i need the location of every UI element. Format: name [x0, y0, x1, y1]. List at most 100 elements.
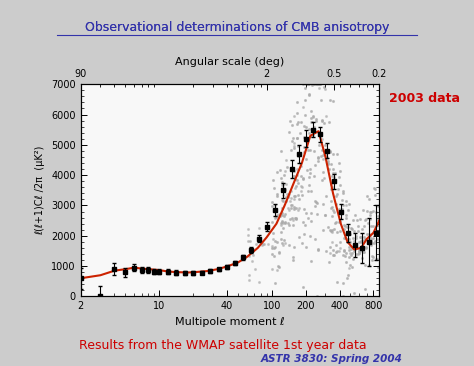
- Point: [281, 220, 289, 226]
- Point: [308, 119, 315, 125]
- Point: [245, 232, 252, 238]
- Point: [335, 206, 343, 212]
- Point: [279, 242, 287, 247]
- Point: [375, 202, 383, 208]
- Point: [305, 92, 312, 98]
- Point: [292, 205, 300, 211]
- Point: [299, 176, 306, 182]
- Point: [275, 211, 283, 217]
- Point: [306, 147, 314, 153]
- Point: [293, 99, 301, 105]
- Point: [292, 194, 299, 199]
- Point: [355, 249, 363, 254]
- Point: [286, 216, 293, 222]
- Point: [354, 228, 361, 234]
- Point: [271, 244, 278, 250]
- Point: [269, 177, 276, 183]
- Point: [328, 229, 336, 235]
- Point: [290, 196, 298, 202]
- Point: [318, 118, 326, 124]
- Point: [353, 235, 360, 240]
- Point: [311, 162, 319, 168]
- Point: [306, 166, 314, 172]
- Point: [255, 279, 263, 284]
- Y-axis label: ℓ(ℓ+1)Cℓ /2π  (μK²): ℓ(ℓ+1)Cℓ /2π (μK²): [36, 146, 46, 235]
- Point: [294, 143, 301, 149]
- Point: [374, 217, 382, 223]
- Point: [345, 244, 353, 250]
- Point: [304, 81, 311, 87]
- Point: [303, 168, 311, 173]
- Point: [357, 239, 365, 244]
- Point: [358, 255, 366, 261]
- Point: [296, 160, 303, 166]
- Point: [326, 147, 334, 153]
- Point: [327, 198, 335, 204]
- Point: [269, 230, 276, 236]
- Point: [293, 135, 301, 141]
- Point: [309, 113, 316, 119]
- Point: [271, 202, 278, 208]
- Point: [346, 254, 353, 260]
- Point: [303, 138, 311, 144]
- Point: [281, 172, 288, 178]
- Point: [301, 222, 309, 228]
- Point: [322, 152, 329, 158]
- Point: [362, 244, 370, 250]
- Point: [310, 114, 317, 120]
- Point: [304, 147, 311, 153]
- Point: [300, 81, 307, 87]
- Point: [289, 257, 296, 263]
- Point: [275, 249, 283, 255]
- Point: [369, 223, 377, 229]
- Text: ASTR 3830: Spring 2004: ASTR 3830: Spring 2004: [261, 354, 403, 365]
- Point: [276, 250, 283, 256]
- Point: [314, 247, 322, 253]
- Point: [278, 212, 285, 218]
- Point: [317, 81, 324, 87]
- Point: [284, 220, 292, 226]
- Point: [278, 205, 286, 211]
- Point: [281, 240, 288, 246]
- Point: [343, 224, 350, 229]
- Point: [307, 108, 314, 113]
- Point: [301, 85, 309, 90]
- Point: [350, 290, 357, 296]
- Point: [341, 226, 348, 232]
- Point: [309, 132, 317, 138]
- Point: [334, 186, 341, 192]
- Point: [337, 239, 344, 245]
- Point: [301, 97, 308, 102]
- Point: [314, 81, 321, 87]
- Point: [305, 174, 313, 180]
- Point: [374, 203, 382, 209]
- Point: [319, 152, 327, 158]
- Point: [331, 220, 339, 226]
- Point: [362, 245, 370, 251]
- Point: [318, 117, 326, 123]
- Point: [329, 151, 337, 157]
- Point: [324, 158, 331, 164]
- Point: [318, 147, 325, 153]
- Point: [349, 235, 356, 241]
- Point: [361, 286, 369, 292]
- Point: [336, 219, 344, 224]
- Point: [339, 188, 346, 194]
- Point: [344, 272, 352, 278]
- Point: [289, 138, 296, 144]
- Point: [320, 120, 328, 126]
- Point: [329, 247, 337, 253]
- Point: [352, 233, 359, 239]
- Point: [290, 254, 297, 259]
- Point: [277, 229, 285, 235]
- Point: [276, 213, 284, 219]
- Point: [245, 253, 252, 259]
- Point: [318, 153, 325, 158]
- Point: [335, 248, 343, 254]
- Point: [311, 81, 319, 87]
- Text: 2003 data: 2003 data: [389, 93, 460, 105]
- Point: [357, 239, 365, 245]
- Point: [374, 264, 382, 270]
- Point: [281, 168, 288, 174]
- Point: [304, 214, 311, 220]
